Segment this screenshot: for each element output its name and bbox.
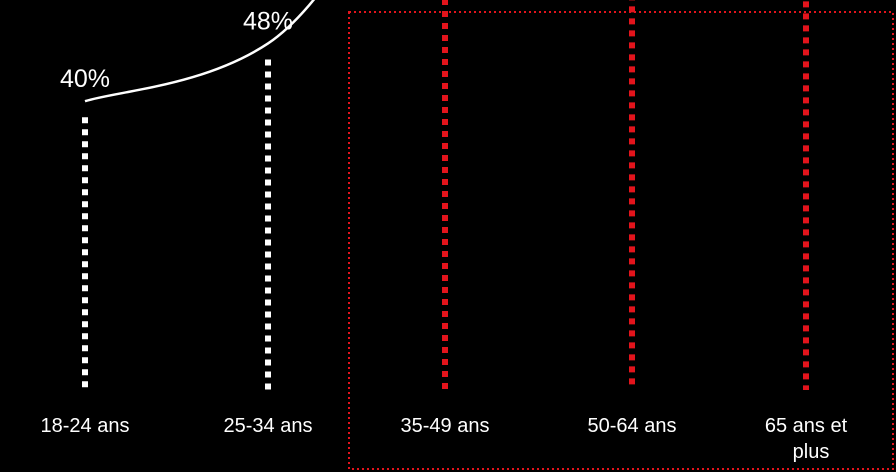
category-label-35-49-ans: 35-49 ans bbox=[401, 415, 490, 437]
value-label-25-34-ans: 48% bbox=[243, 7, 293, 35]
category-label-65-ans-et-plus: 65 ans et plus bbox=[765, 415, 848, 463]
category-labels: 18-24 ans 25-34 ans 35-49 ans 50-64 ans 65 a… bbox=[41, 415, 848, 463]
category-label-50-64-ans: 50-64 ans bbox=[588, 415, 677, 437]
trend-line bbox=[84, 0, 316, 103]
value-label-18-24-ans: 40% bbox=[60, 65, 110, 93]
category-label-25-34-ans: 25-34 ans bbox=[224, 415, 313, 437]
value-labels: 40%48%73%62%71% bbox=[60, 7, 293, 93]
highlight-frame bbox=[348, 11, 894, 470]
category-label-18-24-ans: 18-24 ans bbox=[41, 415, 130, 437]
dotted-stems bbox=[82, 0, 809, 390]
